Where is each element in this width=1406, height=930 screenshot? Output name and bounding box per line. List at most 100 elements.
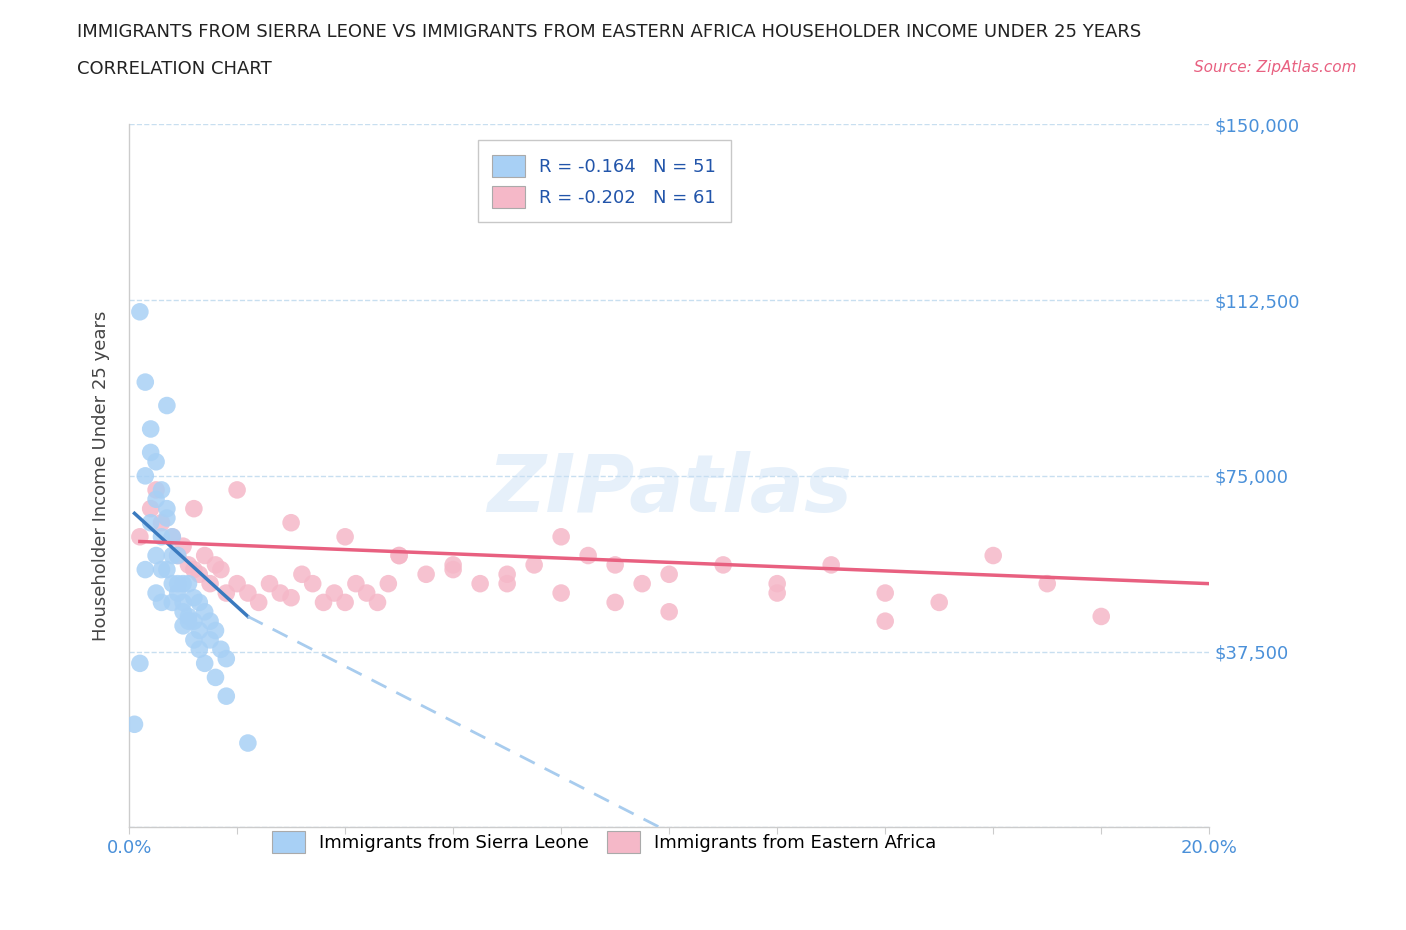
Point (166, 577, 188, 591)
Point (145, 483, 167, 498)
Point (226, 577, 249, 591)
Text: Source: ZipAtlas.com: Source: ZipAtlas.com (1194, 60, 1357, 75)
Point (134, 562, 156, 577)
Text: CORRELATION CHART: CORRELATION CHART (77, 60, 273, 78)
Point (236, 736, 259, 751)
Point (177, 557, 200, 572)
Point (323, 586, 346, 601)
Point (576, 548, 599, 563)
Point (139, 515, 162, 530)
Point (139, 445, 162, 459)
Point (139, 501, 162, 516)
Point (150, 515, 173, 530)
Point (550, 586, 572, 601)
Point (194, 548, 217, 563)
Point (658, 567, 681, 582)
Point (166, 548, 188, 563)
Point (188, 623, 211, 638)
Point (928, 595, 950, 610)
Point (183, 501, 205, 516)
Legend: Immigrants from Sierra Leone, Immigrants from Eastern Africa: Immigrants from Sierra Leone, Immigrants… (257, 817, 950, 868)
Point (156, 511, 179, 525)
Point (280, 591, 302, 605)
Point (124, 717, 146, 732)
Point (150, 529, 173, 544)
Point (194, 604, 217, 619)
Point (820, 557, 842, 572)
Point (215, 651, 238, 666)
Point (766, 577, 789, 591)
Point (172, 604, 194, 619)
Point (496, 567, 519, 582)
Point (166, 586, 188, 601)
Y-axis label: Householder Income Under 25 years: Householder Income Under 25 years (93, 311, 110, 641)
Point (236, 586, 259, 601)
Point (162, 529, 184, 544)
Point (139, 421, 162, 436)
Point (468, 577, 491, 591)
Point (145, 492, 167, 507)
Point (172, 538, 194, 553)
Point (198, 614, 221, 629)
Point (128, 529, 150, 544)
Point (188, 567, 211, 582)
Point (550, 529, 572, 544)
Point (128, 656, 150, 671)
Point (156, 562, 179, 577)
Point (388, 548, 411, 563)
Point (523, 557, 546, 572)
Point (344, 577, 367, 591)
Point (145, 586, 167, 601)
Point (198, 577, 221, 591)
Point (183, 614, 205, 629)
Point (356, 586, 378, 601)
Point (711, 557, 734, 572)
Point (301, 577, 323, 591)
Point (188, 642, 211, 657)
Point (172, 595, 194, 610)
Point (172, 577, 194, 591)
Point (150, 562, 173, 577)
Point (875, 586, 897, 601)
Point (496, 577, 519, 591)
Point (150, 595, 173, 610)
Point (280, 515, 302, 530)
Point (204, 557, 226, 572)
Point (441, 562, 464, 577)
Point (134, 375, 156, 390)
Point (198, 632, 221, 647)
Point (658, 604, 681, 619)
Point (150, 483, 173, 498)
Point (226, 483, 249, 498)
Point (145, 548, 167, 563)
Point (162, 595, 184, 610)
Point (312, 595, 335, 610)
Point (156, 501, 179, 516)
Point (188, 595, 211, 610)
Point (162, 529, 184, 544)
Point (172, 618, 194, 633)
Point (388, 548, 411, 563)
Point (162, 577, 184, 591)
Point (215, 586, 238, 601)
Text: IMMIGRANTS FROM SIERRA LEONE VS IMMIGRANTS FROM EASTERN AFRICA HOUSEHOLDER INCOM: IMMIGRANTS FROM SIERRA LEONE VS IMMIGRAN… (77, 23, 1142, 41)
Point (766, 586, 789, 601)
Point (128, 304, 150, 319)
Point (204, 623, 226, 638)
Point (333, 595, 356, 610)
Point (247, 595, 270, 610)
Point (215, 689, 238, 704)
Point (631, 577, 654, 591)
Point (134, 469, 156, 484)
Point (177, 609, 200, 624)
Point (204, 670, 226, 684)
Point (209, 642, 232, 657)
Point (333, 529, 356, 544)
Point (1036, 577, 1059, 591)
Point (162, 548, 184, 563)
Point (194, 656, 217, 671)
Point (156, 398, 179, 413)
Text: ZIPatlas: ZIPatlas (486, 451, 852, 529)
Point (605, 557, 627, 572)
Point (259, 577, 281, 591)
